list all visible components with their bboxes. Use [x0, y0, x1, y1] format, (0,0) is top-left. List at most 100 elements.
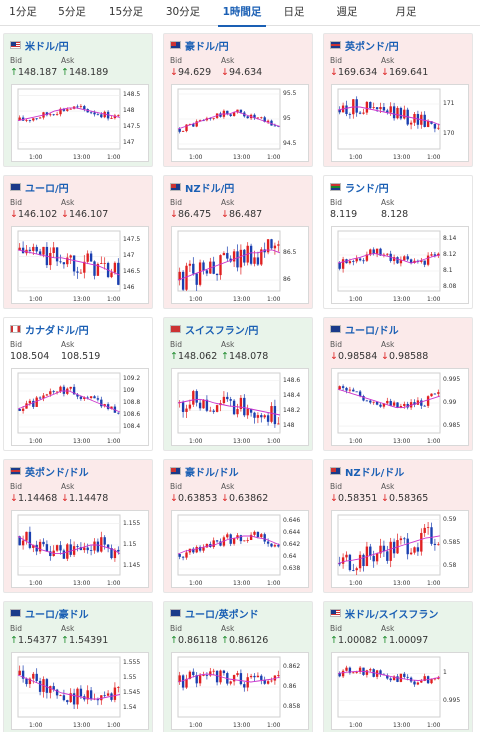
candle-body	[55, 391, 59, 393]
mini-candlestick-chart[interactable]: 0.862 0.86 0.858 1:00 13:00 1:00	[171, 652, 309, 730]
candle-body	[89, 253, 93, 262]
mini-candlestick-chart[interactable]: 0.646 0.644 0.642 0.64 0.638 1:00 13:00 1:00	[171, 510, 309, 588]
arrow-down-icon: ↓	[330, 493, 338, 504]
mini-candlestick-chart[interactable]: 95.5 95 94.5 1:00 13:00 1:00	[171, 84, 309, 162]
ask-price: 1.00097	[388, 635, 429, 646]
ask-label: Ask	[61, 624, 75, 633]
card-header: ユーロ/豪ドル	[10, 606, 89, 621]
currency-pair-link[interactable]: スイスフラン/円	[185, 325, 259, 337]
arrow-down-icon: ↓	[170, 209, 178, 220]
rate-card[interactable]: カナダドル/円 Bid Ask 108.504 108.519 109.2 109 108.8…	[3, 317, 153, 451]
tab-timeframe-7[interactable]: 月足	[395, 6, 417, 18]
currency-pair-link[interactable]: 豪ドル/ドル	[185, 467, 239, 479]
tab-timeframe-3[interactable]: 30分足	[165, 6, 201, 18]
candle-body	[256, 675, 260, 678]
x-tick-label: 13:00	[73, 580, 91, 587]
currency-pair-link[interactable]: ランド/円	[345, 183, 389, 195]
tab-timeframe-4[interactable]: 1時間足	[212, 0, 272, 27]
x-tick-label: 1:00	[349, 154, 363, 161]
currency-pair-link[interactable]: 米ドル/円	[25, 41, 69, 53]
candle-body	[59, 386, 62, 392]
candle-body	[386, 400, 389, 404]
y-tick-label: 0.638	[283, 565, 301, 572]
candle-body	[18, 117, 21, 121]
currency-pair-link[interactable]: ユーロ/豪ドル	[25, 609, 89, 621]
mini-candlestick-chart[interactable]: 148.6 148.4 148.2 148 1:00 13:00 1:00	[171, 368, 309, 446]
y-tick-label: 108.8	[123, 399, 141, 406]
currency-pair-link[interactable]: 英ポンド/ドル	[25, 467, 89, 479]
currency-pair-link[interactable]: 米ドル/スイスフラン	[345, 609, 439, 621]
candle-body	[106, 693, 110, 696]
arrow-up-icon: ↑	[170, 351, 178, 362]
mini-candlestick-chart[interactable]: 86.5 86 1:00 13:00 1:00	[171, 226, 309, 304]
rate-card[interactable]: ユーロ/英ポンド Bid Ask ↑0.86118 ↑0.86126 0.862 0.86 0…	[163, 601, 313, 732]
rate-card[interactable]: 英ポンド/ドル Bid Ask ↓1.14468 ↓1.14478 1.155 1.15 1.…	[3, 459, 153, 593]
bid-price: 1.54377	[17, 635, 58, 646]
bid-price: 0.63853	[177, 493, 218, 504]
candle-body	[403, 256, 406, 261]
mini-candlestick-chart[interactable]: 147.5 147 146.5 146 1:00 13:00 1:00	[11, 226, 149, 304]
candle-body	[437, 253, 440, 256]
arrow-up-icon: ↑	[221, 351, 229, 362]
candle-body	[420, 680, 423, 683]
rate-card[interactable]: ユーロ/ドル Bid Ask ↓0.98584 ↓0.98588 0.995 0.99 0.9…	[323, 317, 473, 451]
candle-body	[426, 255, 430, 265]
currency-pair-link[interactable]: カナダドル/円	[25, 325, 89, 337]
bid-value: 8.119	[330, 209, 357, 220]
ask-label: Ask	[61, 198, 75, 207]
arrow-down-icon: ↓	[170, 67, 178, 78]
rate-card[interactable]: 英ポンド/円 Bid Ask ↓169.634 ↓169.641 171 170 1:00 13…	[323, 33, 473, 167]
candle-body	[423, 676, 426, 681]
currency-pair-link[interactable]: NZドル/円	[185, 183, 235, 195]
mini-candlestick-chart[interactable]: 171 170 1:00 13:00 1:00	[331, 84, 469, 162]
tab-timeframe-5[interactable]: 日足	[283, 6, 305, 18]
tab-timeframe-0[interactable]: 1分足	[9, 6, 37, 18]
y-tick-label: 8.1	[443, 267, 453, 274]
y-tick-label: 109	[123, 387, 135, 394]
tab-timeframe-2[interactable]: 15分足	[108, 6, 144, 18]
mini-candlestick-chart[interactable]: 148.5 148 147.5 147 1:00 13:00 1:00	[11, 84, 149, 162]
currency-pair-link[interactable]: 英ポンド/円	[345, 41, 399, 53]
mini-candlestick-chart[interactable]: 1.555 1.55 1.545 1.54 1:00 13:00 1:00	[11, 652, 149, 730]
mini-candlestick-chart[interactable]: 1 0.995 1:00 13:00 1:00	[331, 652, 469, 730]
mini-candlestick-chart[interactable]: 1.155 1.15 1.145 1:00 13:00 1:00	[11, 510, 149, 588]
rate-card[interactable]: ユーロ/円 Bid Ask ↓146.102 ↓146.107 147.5 147 146.5…	[3, 175, 153, 309]
candle-body	[345, 554, 348, 558]
candle-body	[192, 391, 195, 405]
candle-body	[338, 110, 341, 113]
mini-candlestick-chart[interactable]: 8.14 8.12 8.1 8.08 1:00 13:00 1:00	[331, 226, 469, 304]
candle-body	[38, 680, 42, 692]
ask-value: ↑148.078	[221, 351, 268, 362]
rate-card[interactable]: 豪ドル/円 Bid Ask ↓94.629 ↓94.634 95.5 95 94.5 1:00 1…	[163, 33, 313, 167]
mini-candlestick-chart[interactable]: 109.2 109 108.8 108.6 108.4 1:00 13:00 1:00	[11, 368, 149, 446]
candle-body	[25, 120, 28, 121]
rate-card[interactable]: 米ドル/スイスフラン Bid Ask ↑1.00082 ↑1.00097 1 0.995 1:…	[323, 601, 473, 732]
currency-pair-link[interactable]: ユーロ/ドル	[345, 325, 399, 337]
candle-body	[45, 112, 49, 116]
candle-body	[352, 570, 355, 571]
tab-timeframe-1[interactable]: 5分足	[58, 6, 86, 18]
rate-card[interactable]: ユーロ/豪ドル Bid Ask ↑1.54377 ↑1.54391 1.555 1.55 1.…	[3, 601, 153, 732]
candle-body	[392, 106, 396, 119]
candle-body	[219, 255, 222, 276]
rate-card[interactable]: スイスフラン/円 Bid Ask ↑148.062 ↑148.078 148.6 148.4…	[163, 317, 313, 451]
card-header: ユーロ/ドル	[330, 322, 399, 337]
candle-body	[403, 109, 406, 119]
rate-card[interactable]: 豪ドル/ドル Bid Ask ↓0.63853 ↓0.63862 0.646 0.644 0.…	[163, 459, 313, 593]
candle-body	[117, 114, 120, 116]
currency-pair-link[interactable]: 豪ドル/円	[185, 41, 229, 53]
currency-pair-link[interactable]: ユーロ/英ポンド	[185, 609, 259, 621]
tab-timeframe-6[interactable]: 週足	[336, 6, 358, 18]
bid-label: Bid	[10, 198, 22, 207]
rate-card[interactable]: 米ドル/円 Bid Ask ↑148.187 ↑148.189 148.5 148 147.5…	[3, 33, 153, 167]
moving-average-line	[17, 536, 121, 555]
mini-candlestick-chart[interactable]: 0.59 0.585 0.58 1:00 13:00 1:00	[331, 510, 469, 588]
mini-candlestick-chart[interactable]: 0.995 0.99 0.985 1:00 13:00 1:00	[331, 368, 469, 446]
y-tick-label: 171	[443, 100, 455, 107]
currency-pair-link[interactable]: NZドル/ドル	[345, 467, 405, 479]
rate-card[interactable]: ランド/円 Bid Ask 8.119 8.128 8.14 8.12 8.1 8.08 1:00…	[323, 175, 473, 309]
currency-pair-link[interactable]: ユーロ/円	[25, 183, 69, 195]
arrow-up-icon: ↑	[330, 635, 338, 646]
rate-card[interactable]: NZドル/円 Bid Ask ↓86.475 ↓86.487 86.5 86 1:00 13:0…	[163, 175, 313, 309]
rate-card[interactable]: NZドル/ドル Bid Ask ↓0.58351 ↓0.58365 0.59 0.585 0.…	[323, 459, 473, 593]
